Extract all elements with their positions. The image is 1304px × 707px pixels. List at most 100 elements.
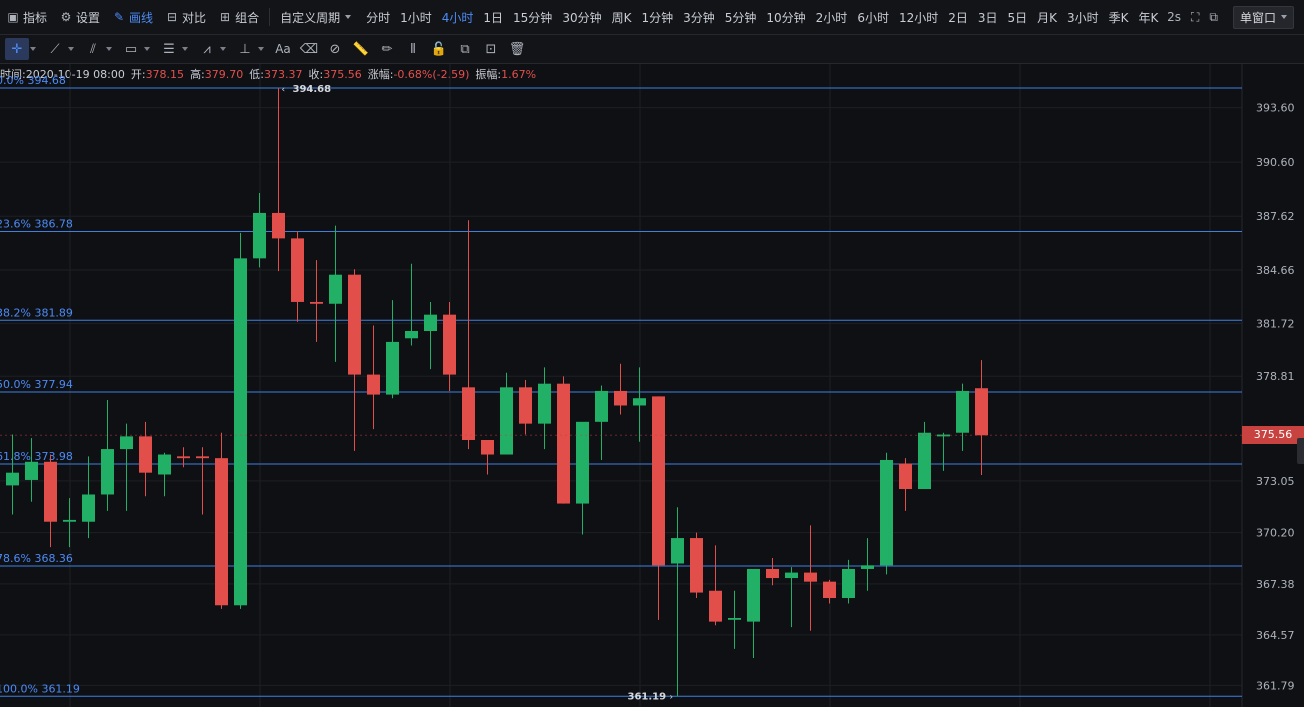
candle-body <box>405 331 418 339</box>
candle-body <box>519 387 532 424</box>
candle-body <box>956 390 969 433</box>
period-tab[interactable]: 3小时 <box>1067 10 1099 25</box>
popout-icon[interactable]: ⧉ <box>1209 9 1218 24</box>
draw-line-icon: ✎ <box>114 10 125 24</box>
chevron-down-icon[interactable] <box>68 47 74 51</box>
measure-icon[interactable]: ⊥ <box>239 41 251 57</box>
open-info: 开:378.15 <box>130 68 185 81</box>
candle-body <box>139 436 152 473</box>
candle-body <box>25 461 38 480</box>
magnet-icon[interactable]: ⊘ <box>329 41 341 57</box>
chevron-down-icon <box>1281 15 1287 19</box>
candlestick-chart[interactable]: 393.60 390.60 387.62 384.66 381.72 378.81 373.… <box>0 64 1304 707</box>
period-tab[interactable]: 年K <box>1138 10 1159 25</box>
chevron-down-icon[interactable] <box>182 47 188 51</box>
candle-body <box>348 274 361 375</box>
candle-body <box>500 387 513 455</box>
period-tab[interactable]: 2小时 <box>815 10 848 25</box>
rectangle-icon[interactable]: ▭ <box>124 41 138 57</box>
period-tab[interactable]: 10分钟 <box>766 10 806 25</box>
chevron-down-icon <box>345 15 352 19</box>
candle-body <box>101 449 114 495</box>
candle-body <box>196 456 209 459</box>
candle-body <box>557 383 570 504</box>
toolbar-indicator-button[interactable]: ▣ 指标 <box>0 0 53 34</box>
candle-body <box>842 568 855 599</box>
fib-level-label: 38.2% 381.89 <box>0 306 73 319</box>
candle-body <box>291 238 304 302</box>
period-tab[interactable]: 2日 <box>948 10 968 25</box>
candle-body <box>481 439 494 455</box>
candle-body <box>44 461 57 522</box>
window-mode-select[interactable]: 单窗口 <box>1232 5 1294 29</box>
toolbar-settings-button[interactable]: ⚙ 设置 <box>53 0 106 34</box>
period-tab[interactable]: 1分钟 <box>641 10 674 25</box>
period-tab[interactable]: 季K <box>1108 10 1129 25</box>
candle-body <box>652 396 665 566</box>
period-tab[interactable]: 月K <box>1037 10 1058 25</box>
candle-body <box>899 463 912 490</box>
toolbar-combine-button[interactable]: ⊞ 组合 <box>212 0 265 34</box>
candle-body <box>785 572 798 579</box>
toolbar-compare-button[interactable]: ⊟ 对比 <box>159 0 212 34</box>
period-tab[interactable]: 3日 <box>977 10 998 25</box>
candle-body <box>158 454 171 475</box>
candle-body <box>595 390 608 422</box>
combine-icon: ⊞ <box>220 10 231 24</box>
candle-body <box>253 212 266 259</box>
candle-body <box>329 274 342 304</box>
custom-period-label: 自定义周期 <box>280 10 341 25</box>
chevron-down-icon[interactable] <box>144 47 150 51</box>
trend-line-icon[interactable]: ⟋ <box>50 41 60 57</box>
eraser-icon[interactable]: ⌫ <box>299 41 319 57</box>
candle-body <box>120 436 133 450</box>
text-icon[interactable]: Aa <box>275 42 291 56</box>
y-tick-label: 367.38 <box>1256 578 1295 591</box>
lock-icon[interactable]: 🔓 <box>430 41 448 57</box>
side-panel-toggle[interactable] <box>1297 438 1304 464</box>
chevron-down-icon[interactable] <box>220 47 226 51</box>
period-tab[interactable]: 12小时 <box>898 10 939 25</box>
period-tab[interactable]: 1日 <box>483 10 504 25</box>
crosshair-icon[interactable]: ✛ <box>5 38 29 60</box>
period-tab[interactable]: 分时 <box>366 10 391 25</box>
custom-period-dropdown[interactable]: 自定义周期 <box>274 9 357 26</box>
fibonacci-icon[interactable]: ☰ <box>163 41 175 57</box>
fib-level-label: 100.0% 361.19 <box>0 682 80 695</box>
refresh-interval[interactable]: 2s <box>1167 10 1181 24</box>
period-tab[interactable]: 3分钟 <box>683 10 715 25</box>
current-price-tag: 375.56 <box>1242 426 1304 445</box>
chevron-down-icon[interactable] <box>30 47 36 51</box>
y-tick-label: 387.62 <box>1256 210 1295 223</box>
candle-body <box>937 434 950 437</box>
chevron-down-icon[interactable] <box>258 47 264 51</box>
period-tab[interactable]: 6小时 <box>857 10 889 25</box>
toolbar-draw-line-button[interactable]: ✎ 画线 <box>106 0 159 34</box>
candle-body <box>614 390 627 406</box>
ruler-icon[interactable]: 📏 <box>352 41 370 57</box>
trash-icon[interactable]: 🗑 <box>508 41 526 57</box>
period-tab[interactable]: 30分钟 <box>562 10 602 25</box>
candle-toggle-icon[interactable]: ⫴ <box>410 41 416 57</box>
arrow-left-icon: ‹ <box>282 85 286 95</box>
period-tab[interactable]: 4小时 <box>441 10 474 25</box>
period-tab[interactable]: 15分钟 <box>513 10 553 25</box>
compare-icon: ⊟ <box>167 10 178 24</box>
candle-body <box>861 565 874 569</box>
period-tab[interactable]: 5日 <box>1007 10 1028 25</box>
period-tab[interactable]: 周K <box>611 10 632 25</box>
period-tab[interactable]: 1小时 <box>400 10 432 25</box>
hide-drawings-icon[interactable]: ⊡ <box>485 41 497 57</box>
copy-icon[interactable]: ⧉ <box>460 41 470 57</box>
pattern-icon[interactable]: ⩘ <box>203 41 211 57</box>
channel-icon[interactable]: ⫽ <box>90 41 96 57</box>
candle-body <box>576 421 589 504</box>
fullscreen-icon[interactable]: ⛶ <box>1191 9 1200 24</box>
candle-body <box>975 388 988 436</box>
candle-body <box>234 258 247 606</box>
candle-body <box>424 314 437 332</box>
chevron-down-icon[interactable] <box>106 47 112 51</box>
pencil-icon[interactable]: ✏ <box>381 41 393 57</box>
period-tab[interactable]: 5分钟 <box>724 10 757 25</box>
y-tick-label: 364.57 <box>1256 629 1295 642</box>
